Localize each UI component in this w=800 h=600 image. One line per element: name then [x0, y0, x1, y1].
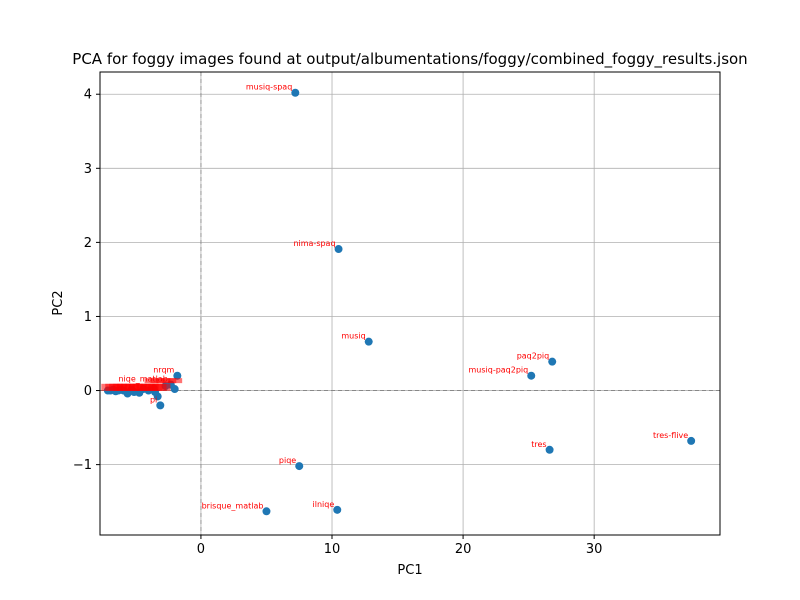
data-point [334, 245, 343, 254]
data-point [156, 401, 165, 410]
y-tick-label: 2 [84, 236, 92, 251]
point-label: paq2piq [517, 352, 550, 361]
point-label: musiq-paq2piq [468, 366, 528, 375]
grid [100, 72, 720, 535]
point-label: pi [150, 395, 157, 404]
data-point [333, 505, 342, 514]
point-label: brisque_matlab [202, 501, 264, 510]
data-point [173, 371, 182, 380]
point-label: tres-flive [653, 431, 688, 440]
chart-title: PCA for foggy images found at output/alb… [72, 50, 747, 69]
data-point [527, 371, 536, 380]
y-tick-label: −1 [73, 458, 92, 473]
data-point [170, 385, 179, 394]
y-tick-label: 3 [84, 162, 92, 177]
y-tick-label: 4 [84, 88, 92, 103]
x-axis-label: PC1 [397, 563, 422, 578]
plot-frame [99, 71, 721, 536]
overlapping-label-smear [168, 378, 183, 384]
data-point [364, 337, 373, 346]
x-tick-label: 10 [324, 542, 341, 557]
y-tick-label: 0 [84, 384, 92, 399]
data-point [291, 88, 300, 97]
data-point [545, 445, 554, 454]
y-axis-label: PC2 [51, 290, 66, 315]
axis-ticks: 0 10 20 30 −1 0 1 2 3 4 [73, 88, 603, 557]
data-point [295, 462, 304, 471]
point-labels: musiq-spaq nima-spaq musiq paq2piq musiq-paq… [101, 83, 688, 510]
x-tick-label: 20 [455, 542, 472, 557]
data-point [687, 436, 696, 445]
zero-lines [100, 72, 720, 535]
point-label: musiq [341, 332, 365, 341]
x-tick-label: 0 [197, 542, 205, 557]
y-tick-label: 1 [84, 310, 92, 325]
point-label: tres [531, 440, 546, 449]
point-label: niqe_matlab [118, 375, 167, 384]
point-label: nima-spaq [293, 239, 335, 248]
point-label: nrqm [153, 366, 174, 375]
overlapping-label-smear [152, 383, 171, 391]
x-tick-label: 30 [586, 542, 603, 557]
data-point [262, 507, 271, 516]
data-points [103, 88, 696, 516]
data-point [548, 357, 557, 366]
point-label: ilniqe [313, 500, 335, 509]
point-label: piqe [279, 456, 296, 465]
point-label: musiq-spaq [246, 83, 292, 92]
